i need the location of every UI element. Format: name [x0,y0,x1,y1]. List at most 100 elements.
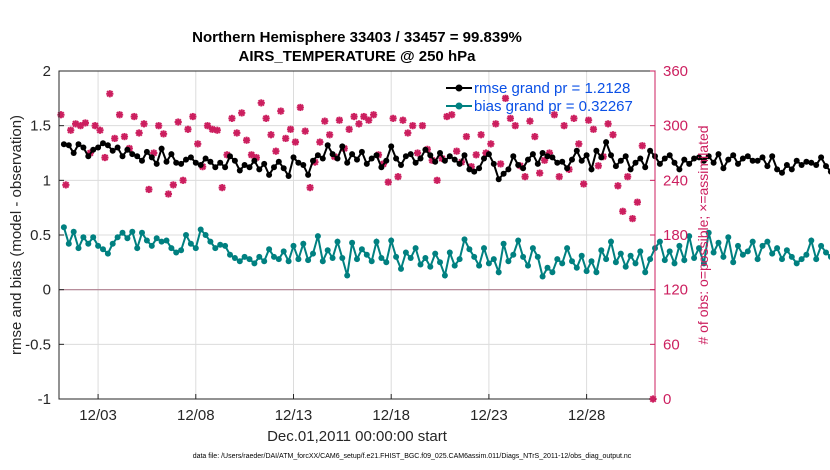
y2-tick-label: 120 [663,282,688,299]
rmse-point [573,147,580,154]
bias-point [793,260,800,267]
rmse-point [119,153,126,160]
obs-marker [326,131,334,139]
obs-marker [575,140,583,148]
rmse-point [588,166,595,173]
rmse-point [363,160,370,167]
rmse-point [319,155,326,162]
rmse-point [725,156,732,163]
bias-point [818,242,825,249]
rmse-point [539,150,546,156]
bias-point [700,260,707,267]
bias-point [432,250,439,257]
bias-point [823,249,829,256]
y-tick-label: 1.5 [30,118,51,135]
bias-point [808,237,815,244]
y2-tick-label: 360 [663,63,688,80]
obs-marker [594,162,602,170]
rmse-point [759,154,766,161]
bias-point [344,272,351,279]
x-tick-label: 12/28 [568,407,606,424]
bias-point [608,238,614,245]
obs-marker [389,114,397,122]
bias-point [60,224,67,231]
bias-point [261,258,268,265]
y-axis-label: rmse and bias (model - observation) [8,115,25,355]
rmse-point [769,153,776,160]
bias-point [197,226,204,233]
rmse-point [173,159,180,166]
bias-point [520,253,527,260]
rmse-point [402,153,409,160]
obs-marker [169,181,177,189]
rmse-point [803,158,810,165]
obs-marker [159,130,168,138]
legend-rmse-label: rmse grand pr = 1.2128 [474,80,630,97]
obs-marker [62,181,70,189]
obs-marker [203,122,212,130]
bias-point [549,269,556,276]
bias-point [290,242,297,249]
bias-point [749,238,756,245]
bias-point [764,238,771,245]
bias-point [119,229,126,236]
obs-marker [106,90,114,98]
rmse-point [710,159,717,166]
bias-point [236,258,243,265]
rmse-point [510,153,517,160]
rmse-point [153,160,160,167]
bias-point [803,251,810,258]
obs-marker [472,151,480,159]
chart-title: Northern Hemisphere 33403 / 33457 = 99.8… [192,29,522,46]
rmse-point [813,162,820,168]
rmse-point [823,163,829,170]
chart-subtitle: AIRS_TEMPERATURE @ 250 hPa [239,48,477,65]
bias-point [334,238,341,245]
legend-bias-marker [455,102,463,110]
bias-point [412,245,419,252]
obs-marker [296,103,304,112]
rmse-point [578,157,585,164]
bias-point [573,264,580,271]
y-tick-label: 0.5 [30,227,51,244]
y2-tick-label: 240 [663,172,688,189]
bias-point [422,255,429,261]
legend-rmse-marker [455,84,463,92]
obs-marker [619,207,627,215]
rmse-point [90,146,97,153]
bias-point [192,245,199,252]
rmse-point [735,160,741,167]
bias-point [554,256,561,263]
rmse-series [60,139,830,183]
bias-point [774,245,781,252]
bias-point [783,247,790,254]
bias-point [168,245,175,252]
rmse-point [192,159,199,166]
bias-point [114,234,121,241]
rmse-point [129,151,136,158]
bias-point [661,257,668,264]
rmse-point [295,159,302,166]
obs-marker [614,182,622,190]
rmse-point [779,169,785,176]
bias-point [354,256,360,263]
obs-marker [624,173,632,181]
rmse-point [456,160,463,167]
rmse-point [266,171,273,178]
rmse-point [783,162,790,168]
bias-point [681,257,688,264]
rmse-point [549,154,556,161]
bias-point [476,262,483,269]
rmse-point [481,155,487,162]
obs-marker [335,116,344,124]
rmse-point [544,153,551,160]
bias-point [569,258,575,265]
obs-marker [213,126,221,134]
rmse-point [251,157,258,164]
bias-point [212,245,219,252]
bias-point [735,242,741,249]
x-tick-label: 12/13 [275,407,313,424]
y-tick-label: 0 [43,282,51,299]
bias-point [271,253,277,260]
bias-point [153,235,160,242]
